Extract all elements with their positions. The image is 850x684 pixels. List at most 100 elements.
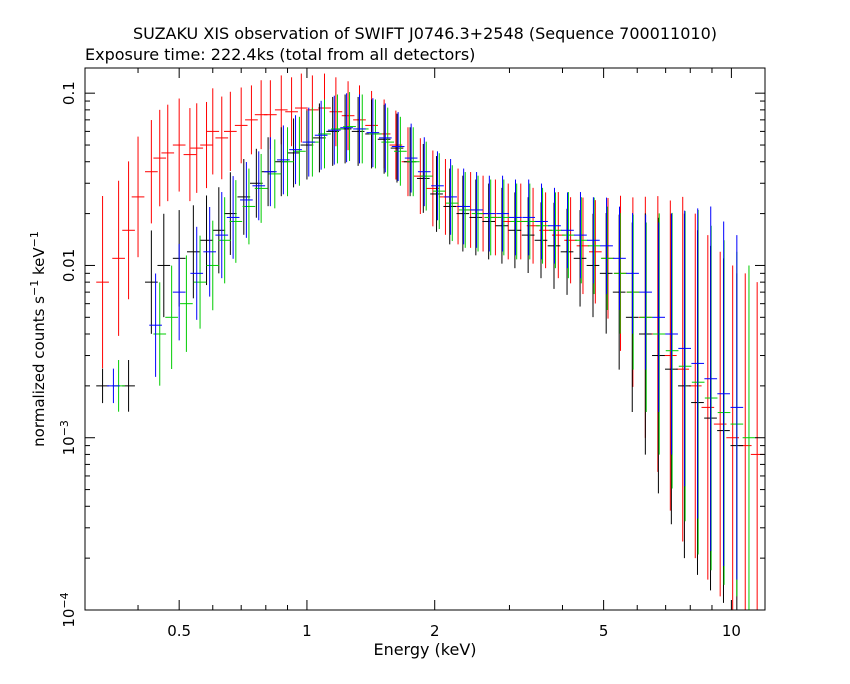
data-point (549, 192, 562, 269)
data-point (417, 137, 431, 207)
data-point (313, 103, 326, 173)
data-point (482, 183, 496, 260)
data-point (190, 103, 204, 193)
data-point (252, 151, 266, 221)
data-point (131, 136, 145, 258)
data-point (226, 176, 240, 259)
data-point (193, 235, 207, 329)
data-point (484, 179, 498, 256)
data-point (678, 210, 691, 487)
y-tick-label: 10−3 (58, 420, 78, 455)
data-point (445, 165, 459, 242)
data-point (521, 197, 535, 274)
data-point (639, 222, 653, 413)
data-point (302, 107, 316, 177)
data-point (639, 214, 652, 370)
data-point (535, 183, 548, 260)
data-point (496, 175, 509, 252)
data-point (229, 180, 243, 263)
data-point (600, 206, 614, 311)
x-tick-label: 5 (599, 622, 609, 640)
y-tick-label-base: 0.1 (60, 81, 78, 105)
series-3 (107, 93, 744, 580)
data-point (510, 183, 524, 260)
data-point (329, 77, 343, 147)
data-point (245, 85, 258, 155)
data-point (626, 214, 640, 370)
data-point (96, 368, 109, 404)
data-point (523, 183, 537, 260)
data-point (588, 200, 602, 304)
data-point (457, 168, 470, 245)
data-point (742, 265, 756, 610)
data-point (180, 255, 193, 352)
data-point (738, 273, 752, 610)
data-point (112, 180, 125, 336)
data-point (613, 213, 627, 334)
data-point (203, 207, 217, 297)
data-point (187, 205, 200, 299)
x-axis-label: Energy (keV) (373, 640, 476, 659)
data-point (562, 192, 575, 279)
data-point (234, 87, 248, 164)
x-tick-label: 1 (302, 622, 312, 640)
data-point (224, 91, 237, 172)
data-point (443, 168, 457, 245)
data-point (508, 192, 522, 269)
data-point (419, 141, 433, 211)
data-point (688, 213, 702, 559)
data-point (240, 162, 253, 238)
data-point (314, 100, 328, 170)
data-point (183, 108, 197, 202)
data-point (665, 212, 679, 489)
data-point (378, 103, 392, 173)
data-point (456, 175, 470, 252)
data-point (145, 120, 158, 224)
data-point (172, 98, 186, 192)
data-point (564, 197, 577, 284)
data-point (366, 98, 380, 168)
data-point (574, 192, 587, 279)
data-point (574, 197, 588, 284)
plot-frame (84, 67, 766, 611)
data-point (404, 123, 418, 193)
data-point (149, 273, 162, 377)
data-point (326, 96, 340, 166)
data-point (469, 179, 483, 256)
x-tick-label: 0.5 (167, 622, 191, 640)
data-point (353, 94, 366, 164)
data-point (717, 221, 731, 567)
data-point (587, 197, 601, 295)
y-axis-label-sup1: −1 (28, 280, 41, 296)
data-point (534, 202, 548, 279)
data-point (340, 93, 353, 163)
data-point (377, 104, 391, 174)
data-point (626, 213, 639, 334)
data-point (432, 153, 446, 230)
y-tick-label: 0.01 (60, 249, 78, 282)
data-point (157, 213, 171, 318)
data-point (495, 187, 509, 264)
data-point (430, 156, 443, 232)
data-point (161, 104, 175, 202)
data-point (206, 220, 220, 311)
data-point (277, 125, 290, 195)
data-point (394, 116, 407, 186)
data-point (416, 143, 430, 213)
y-tick-label-base: 10 (60, 436, 78, 455)
data-point (471, 175, 485, 252)
data-point (107, 368, 120, 404)
data-point (190, 226, 204, 320)
data-point (536, 187, 549, 264)
data-point (509, 179, 522, 256)
y-tick-label-exponent: −3 (58, 420, 71, 436)
data-point (497, 179, 511, 256)
data-point (431, 151, 444, 221)
data-point (341, 81, 355, 151)
y-tick-label-base: 10 (60, 609, 78, 628)
data-point (548, 187, 561, 264)
data-point (165, 265, 178, 369)
data-point (293, 116, 306, 186)
y-tick-label-base: 0.01 (60, 249, 78, 282)
data-point (406, 127, 420, 197)
